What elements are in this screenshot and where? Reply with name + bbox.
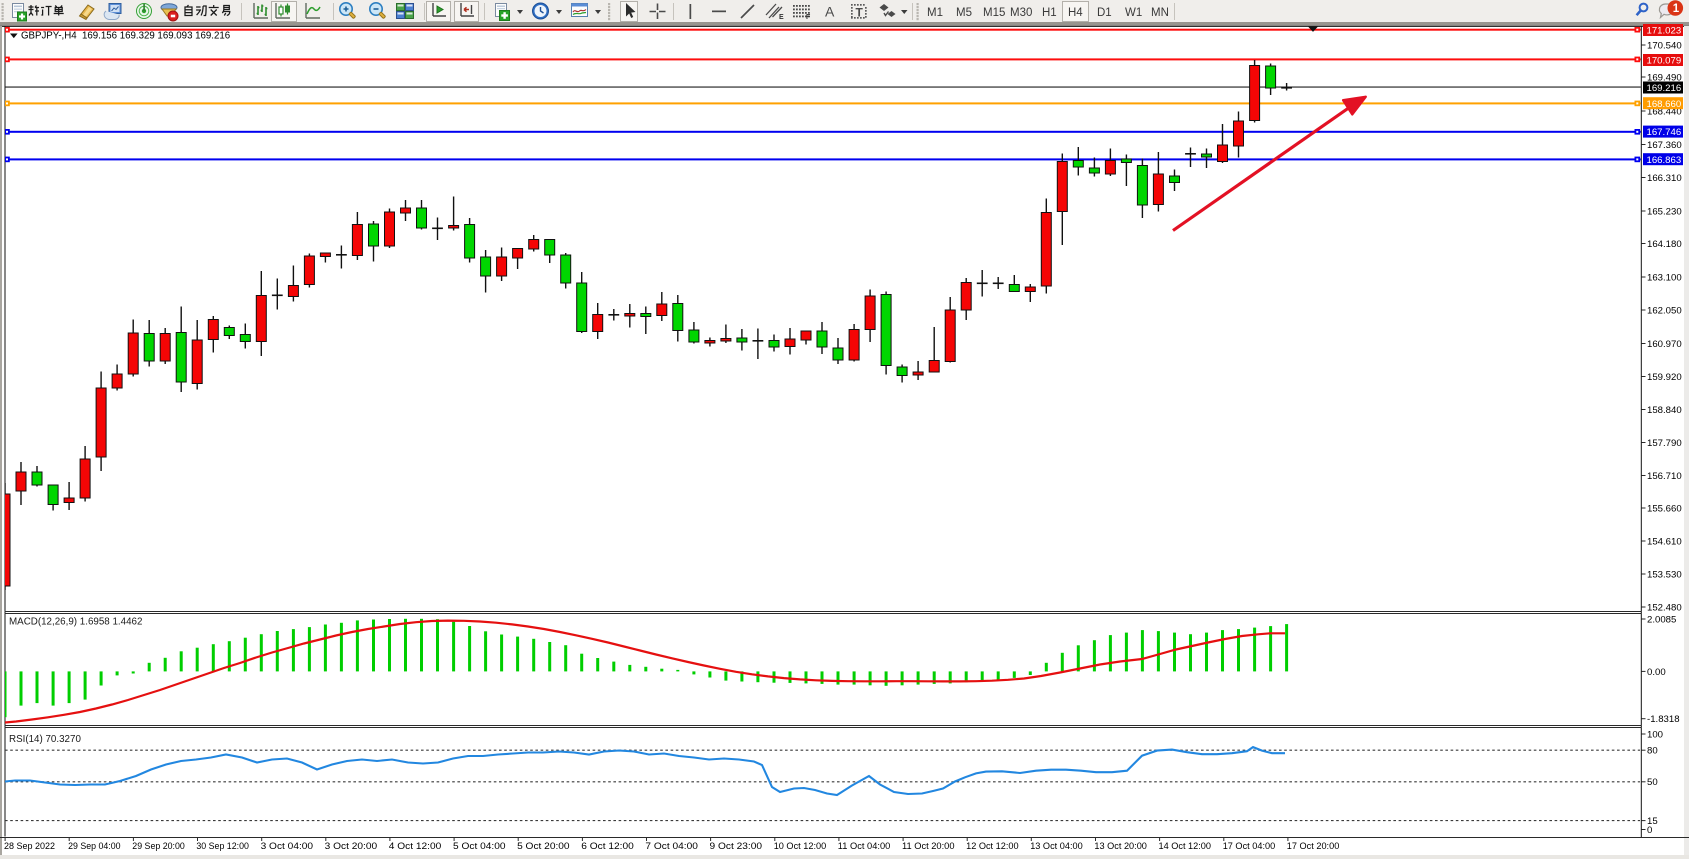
- svg-text:3 Oct 20:00: 3 Oct 20:00: [325, 841, 378, 852]
- svg-text:166.863: 166.863: [1647, 155, 1682, 166]
- svg-text:170.540: 170.540: [1647, 40, 1682, 51]
- svg-text:154.610: 154.610: [1647, 536, 1682, 547]
- svg-text:160.970: 160.970: [1647, 339, 1682, 350]
- svg-text:164.180: 164.180: [1647, 239, 1682, 250]
- svg-text:30 Sep 12:00: 30 Sep 12:00: [196, 841, 249, 852]
- svg-text:159.920: 159.920: [1647, 372, 1682, 383]
- svg-text:D1: D1: [1097, 7, 1112, 19]
- svg-text:0.00: 0.00: [1647, 667, 1666, 678]
- svg-text:165.230: 165.230: [1647, 206, 1682, 217]
- svg-text:3 Oct 04:00: 3 Oct 04:00: [261, 841, 314, 852]
- svg-text:158.840: 158.840: [1647, 405, 1682, 416]
- svg-text:80: 80: [1647, 746, 1658, 757]
- svg-text:-1.8318: -1.8318: [1647, 714, 1680, 725]
- svg-text:168.440: 168.440: [1647, 106, 1682, 117]
- svg-text:4 Oct 12:00: 4 Oct 12:00: [389, 841, 442, 852]
- svg-text:H4: H4: [1068, 7, 1083, 19]
- svg-text:169.490: 169.490: [1647, 72, 1682, 83]
- svg-text:152.480: 152.480: [1647, 602, 1682, 613]
- svg-text:MN: MN: [1151, 7, 1169, 19]
- svg-text:1: 1: [1673, 3, 1680, 15]
- svg-text:10 Oct 12:00: 10 Oct 12:00: [774, 841, 827, 852]
- svg-text:11 Oct 20:00: 11 Oct 20:00: [902, 841, 955, 852]
- svg-text:167.746: 167.746: [1647, 127, 1682, 138]
- svg-text:100: 100: [1647, 729, 1663, 740]
- svg-text:29 Sep 04:00: 29 Sep 04:00: [68, 841, 121, 852]
- svg-text:28 Sep 2022: 28 Sep 2022: [4, 841, 55, 852]
- svg-text:153.530: 153.530: [1647, 569, 1682, 580]
- svg-text:E: E: [779, 14, 784, 21]
- svg-text:5 Oct 20:00: 5 Oct 20:00: [517, 841, 570, 852]
- svg-text:F: F: [806, 14, 811, 21]
- svg-text:H1: H1: [1042, 7, 1057, 19]
- svg-text:169.216: 169.216: [1647, 83, 1682, 94]
- svg-text:157.790: 157.790: [1647, 438, 1682, 449]
- svg-text:GBPJPY-,H4 169.156 169.329 16: GBPJPY-,H4 169.156 169.329 169.093 169.2…: [21, 31, 230, 42]
- svg-text:M5: M5: [956, 7, 972, 19]
- svg-text:M30: M30: [1010, 7, 1032, 19]
- svg-text:13 Oct 20:00: 13 Oct 20:00: [1094, 841, 1147, 852]
- svg-text:168.660: 168.660: [1647, 99, 1682, 110]
- svg-text:MACD(12,26,9) 1.6958 1.4462: MACD(12,26,9) 1.6958 1.4462: [9, 617, 142, 628]
- svg-text:171.023: 171.023: [1647, 26, 1682, 37]
- svg-text:14 Oct 12:00: 14 Oct 12:00: [1159, 841, 1212, 852]
- svg-text:13 Oct 04:00: 13 Oct 04:00: [1030, 841, 1083, 852]
- svg-text:M15: M15: [983, 7, 1005, 19]
- svg-text:A: A: [825, 4, 835, 20]
- svg-text:156.710: 156.710: [1647, 471, 1682, 482]
- svg-text:9 Oct 23:00: 9 Oct 23:00: [710, 841, 763, 852]
- svg-text:155.660: 155.660: [1647, 503, 1682, 514]
- svg-text:17 Oct 20:00: 17 Oct 20:00: [1287, 841, 1340, 852]
- svg-text:W1: W1: [1125, 7, 1142, 19]
- svg-text:12 Oct 12:00: 12 Oct 12:00: [966, 841, 1019, 852]
- svg-text:170.079: 170.079: [1647, 56, 1682, 67]
- svg-text:166.310: 166.310: [1647, 173, 1682, 184]
- svg-text:5 Oct 04:00: 5 Oct 04:00: [453, 841, 506, 852]
- svg-text:15: 15: [1647, 816, 1658, 827]
- svg-text:7 Oct 04:00: 7 Oct 04:00: [645, 841, 698, 852]
- svg-text:50: 50: [1647, 777, 1658, 788]
- svg-text:6 Oct 12:00: 6 Oct 12:00: [581, 841, 634, 852]
- svg-text:17 Oct 04:00: 17 Oct 04:00: [1223, 841, 1276, 852]
- svg-text:T: T: [856, 6, 864, 20]
- svg-text:11 Oct 04:00: 11 Oct 04:00: [838, 841, 891, 852]
- svg-text:0: 0: [1647, 825, 1652, 836]
- svg-text:RSI(14) 70.3270: RSI(14) 70.3270: [9, 734, 81, 745]
- svg-text:167.360: 167.360: [1647, 140, 1682, 151]
- svg-text:M1: M1: [927, 7, 943, 19]
- svg-text:163.100: 163.100: [1647, 272, 1682, 283]
- svg-text:2.0085: 2.0085: [1647, 615, 1676, 626]
- svg-text:162.050: 162.050: [1647, 305, 1682, 316]
- svg-text:29 Sep 20:00: 29 Sep 20:00: [132, 841, 185, 852]
